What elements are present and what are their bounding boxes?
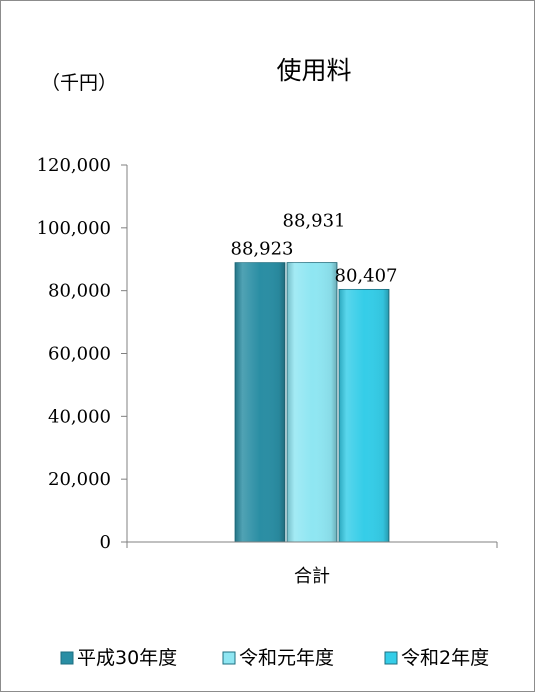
y-tick-label: 40,000: [48, 406, 111, 427]
y-tick-label: 80,000: [48, 281, 111, 302]
legend-label: 令和2年度: [401, 647, 489, 669]
data-label: 88,931: [283, 211, 346, 232]
unit-label: （千円）: [41, 72, 117, 94]
y-axis: 0 20,000 40,000 60,000 80,000 100,000 120,000: [37, 155, 128, 553]
legend-swatch: [60, 651, 74, 665]
data-label: 88,923: [231, 239, 294, 260]
legend-label: 令和元年度: [239, 647, 334, 669]
legend-swatch: [384, 651, 398, 665]
bar-shading: [287, 262, 337, 542]
bar-shading: [235, 262, 285, 542]
y-tick-label: 100,000: [37, 218, 111, 239]
x-axis: 合計: [126, 541, 498, 587]
y-tick-label: 60,000: [48, 344, 111, 365]
y-tick-label: 0: [100, 532, 111, 553]
data-labels-group: 88,923 88,931 80,407: [231, 211, 398, 287]
legend-swatch: [222, 651, 236, 665]
y-tick-label: 20,000: [48, 469, 111, 490]
bar-shading: [339, 289, 389, 542]
data-label: 80,407: [335, 265, 398, 286]
bars-group: [234, 262, 390, 543]
legend: 平成30年度 令和元年度 令和2年度: [60, 647, 489, 669]
y-tick-label: 120,000: [37, 155, 111, 176]
legend-label: 平成30年度: [77, 647, 177, 669]
x-category-label: 合計: [294, 566, 330, 587]
chart-title: 使用料: [276, 56, 351, 85]
